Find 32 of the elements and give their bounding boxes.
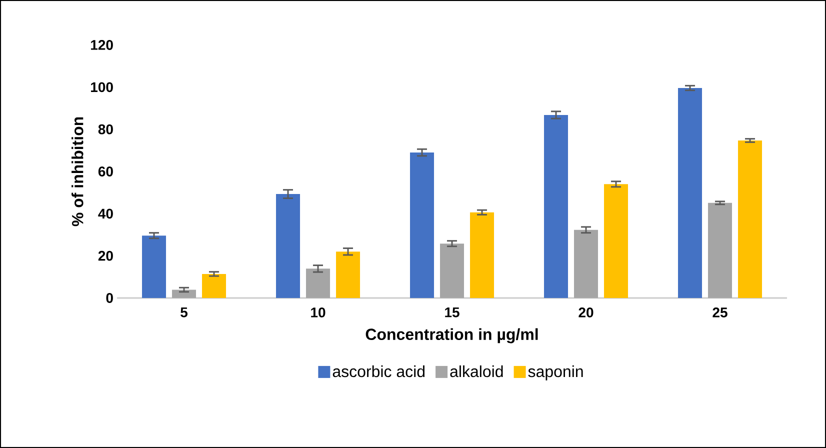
bar (544, 114, 568, 298)
bar (470, 212, 494, 298)
x-tick-label: 10 (311, 308, 326, 318)
bar (142, 236, 166, 298)
bar (604, 184, 628, 298)
legend-label: saponin (528, 365, 583, 380)
bar (440, 244, 464, 298)
y-tick-label: 40 (98, 208, 113, 219)
bar (172, 290, 196, 298)
x-tick-label: 25 (712, 308, 728, 318)
bar (738, 140, 762, 298)
y-axis-title: % of inhibition (72, 117, 84, 226)
x-tick-label: 5 (180, 308, 188, 318)
legend-label: alkaloid (450, 365, 503, 378)
bar (276, 194, 300, 298)
y-tick-label: 0 (106, 293, 113, 303)
bar (336, 252, 360, 298)
bar (708, 202, 732, 298)
bar (410, 152, 434, 298)
bar (306, 268, 330, 298)
bar (574, 230, 598, 298)
y-tick-label: 60 (98, 166, 113, 176)
x-axis-title: Concentration in µg/ml (366, 328, 538, 344)
y-tick-label: 100 (91, 82, 113, 92)
x-tick-label: 20 (578, 308, 594, 318)
y-tick-label: 20 (98, 250, 113, 261)
legend-label: ascorbic acid (332, 365, 425, 378)
x-tick-label: 15 (445, 308, 460, 318)
y-tick-label: 120 (91, 40, 113, 50)
bar (202, 274, 226, 298)
y-tick-label: 80 (98, 124, 113, 134)
bar (678, 88, 702, 298)
